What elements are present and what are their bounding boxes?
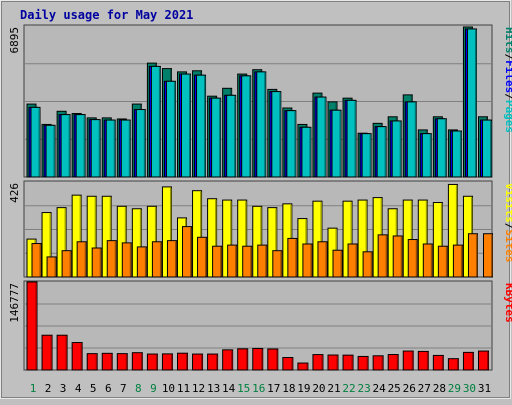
legend-part: KBytes — [503, 283, 512, 323]
x-label-day-25: 25 — [388, 382, 401, 395]
x-label-day-27: 27 — [418, 382, 431, 395]
x-label-day-20: 20 — [312, 382, 325, 395]
series-legend-label: KBytes — [503, 283, 512, 323]
x-label-day-13: 13 — [207, 382, 220, 395]
series-legend-label: Hits/Files/Pages — [503, 27, 512, 133]
panel-2: 426 Visits/Sites — [8, 180, 512, 278]
x-label-day-23: 23 — [357, 382, 370, 395]
x-label-day-5: 5 — [90, 382, 97, 395]
x-label-day-1: 1 — [30, 382, 37, 395]
x-label-day-7: 7 — [120, 382, 127, 395]
x-label-day-3: 3 — [60, 382, 67, 395]
x-label-day-2: 2 — [45, 382, 52, 395]
x-label-day-24: 24 — [373, 382, 387, 395]
x-label-day-6: 6 — [105, 382, 112, 395]
x-label-day-18: 18 — [282, 382, 295, 395]
x-label-day-4: 4 — [75, 382, 82, 395]
series-legend-label: Visits/Sites — [503, 183, 512, 263]
x-label-day-12: 12 — [192, 382, 205, 395]
x-label-day-26: 26 — [403, 382, 416, 395]
legend-part: / — [503, 223, 512, 230]
legend-part: / — [503, 93, 512, 100]
legend-part: Pages — [503, 100, 512, 133]
x-label-day-19: 19 — [297, 382, 310, 395]
legend-part: Visits — [503, 183, 512, 223]
x-label-day-11: 11 — [177, 382, 190, 395]
legend-part: Hits — [503, 27, 512, 54]
x-label-day-31: 31 — [478, 382, 491, 395]
x-label-day-29: 29 — [448, 382, 461, 395]
x-label-day-28: 28 — [433, 382, 446, 395]
x-label-day-8: 8 — [135, 382, 142, 395]
y-max-label: 146777 — [8, 283, 21, 323]
x-label-day-9: 9 — [150, 382, 157, 395]
x-label-day-22: 22 — [342, 382, 355, 395]
x-label-day-15: 15 — [237, 382, 250, 395]
panel-3: 146777 KBytes — [8, 280, 512, 371]
x-label-day-16: 16 — [252, 382, 265, 395]
x-axis-day-labels: 1 2 3 4 5 6 7 8 9 10 11 12 13 14 15 16 17 18 19 20 21 22 23 24 2… — [30, 382, 491, 395]
x-label-day-21: 21 — [327, 382, 340, 395]
legend-part: Files — [503, 60, 512, 93]
y-max-label: 426 — [8, 183, 21, 203]
x-label-day-17: 17 — [267, 382, 280, 395]
x-label-day-10: 10 — [162, 382, 175, 395]
legend-part: Sites — [503, 229, 512, 262]
y-max-label: 6895 — [8, 27, 21, 54]
x-label-day-30: 30 — [463, 382, 476, 395]
chart-title: Daily usage for May 2021 — [20, 8, 193, 22]
legend-part: / — [503, 54, 512, 61]
x-label-day-14: 14 — [222, 382, 236, 395]
